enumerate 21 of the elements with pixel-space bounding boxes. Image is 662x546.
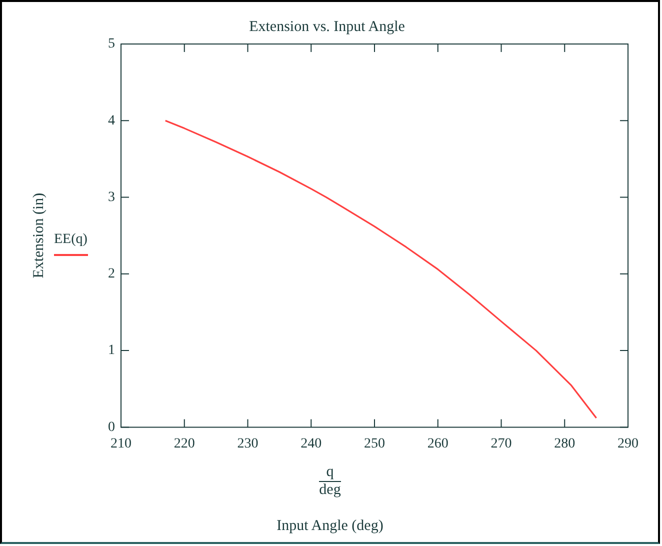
x-tick-label: 290 xyxy=(618,436,638,452)
text: EE(q) xyxy=(54,232,88,249)
x-tick-label: 230 xyxy=(237,436,258,452)
x-tick-label: 250 xyxy=(364,436,385,452)
x-tick-label: 260 xyxy=(427,436,448,452)
x-axis-title: Input Angle (deg) xyxy=(276,518,384,535)
x-tick-label: 240 xyxy=(300,436,322,452)
chart-title: Extension vs. Input Angle xyxy=(249,18,406,35)
y-tick-label: 5 xyxy=(108,36,115,52)
y-axis-title: Extension (in) xyxy=(30,192,47,278)
x-tick-label: 280 xyxy=(554,436,576,452)
x-tick-label: 220 xyxy=(174,436,195,452)
x-tick-label: 210 xyxy=(110,436,132,452)
y-tick-label: 0 xyxy=(108,420,115,435)
text: deg xyxy=(319,482,341,499)
x-tick-label: 270 xyxy=(490,436,512,452)
y-tick-label: 3 xyxy=(108,190,115,205)
text: q xyxy=(319,464,341,482)
y-tick-label: 4 xyxy=(108,113,115,128)
y-tick-label: 2 xyxy=(108,266,115,282)
y-tick-label: 1 xyxy=(108,343,115,358)
